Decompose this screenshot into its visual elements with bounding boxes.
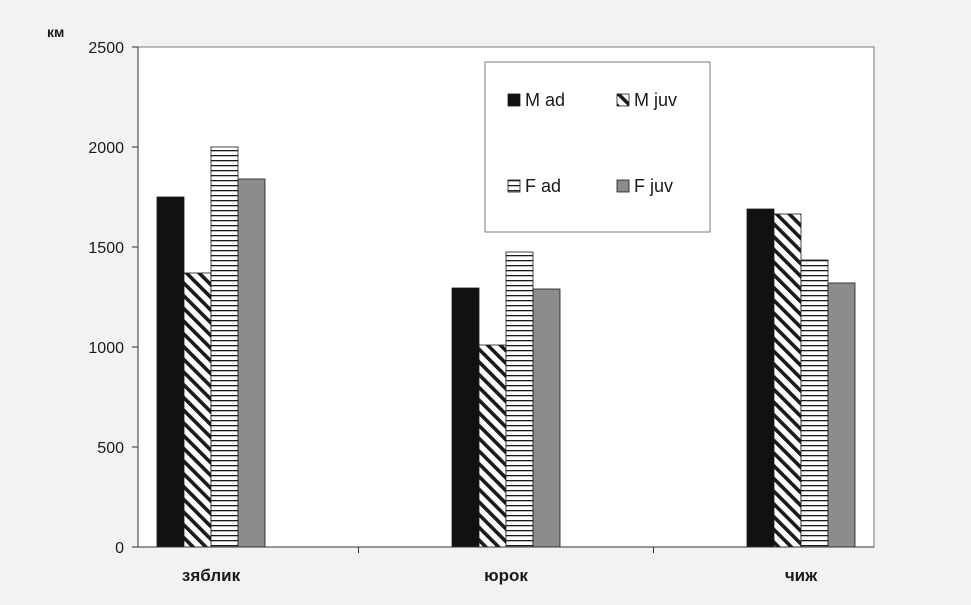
y-tick-label: 1000 xyxy=(88,340,124,357)
legend-swatch xyxy=(507,93,521,107)
y-tick-label: 2500 xyxy=(88,40,124,57)
bar xyxy=(827,282,856,548)
bar xyxy=(773,213,802,548)
legend-label: F ad xyxy=(525,176,561,196)
category-label: чиж xyxy=(785,566,818,585)
y-tick-label: 500 xyxy=(97,440,124,457)
category-label: юрок xyxy=(484,566,528,585)
bar xyxy=(800,259,829,548)
bar xyxy=(183,272,212,548)
legend-swatch xyxy=(616,93,630,107)
y-tick-label: 2000 xyxy=(88,140,124,157)
y-tick-label: 1500 xyxy=(88,240,124,257)
legend-label: M juv xyxy=(634,90,677,110)
bar xyxy=(505,251,534,548)
y-tick-label: 0 xyxy=(115,540,124,557)
bar xyxy=(210,146,239,548)
legend-swatch xyxy=(507,179,521,193)
legend-label: M ad xyxy=(525,90,565,110)
category-label: зяблик xyxy=(182,566,241,585)
legend-swatch xyxy=(616,179,630,193)
legend-box xyxy=(484,61,711,233)
y-axis-unit: км xyxy=(47,24,64,40)
bar xyxy=(532,288,561,548)
bar xyxy=(478,344,507,548)
bar xyxy=(237,178,266,548)
bar xyxy=(451,287,480,548)
bar xyxy=(746,208,775,548)
bar xyxy=(156,196,185,548)
legend-label: F juv xyxy=(634,176,673,196)
